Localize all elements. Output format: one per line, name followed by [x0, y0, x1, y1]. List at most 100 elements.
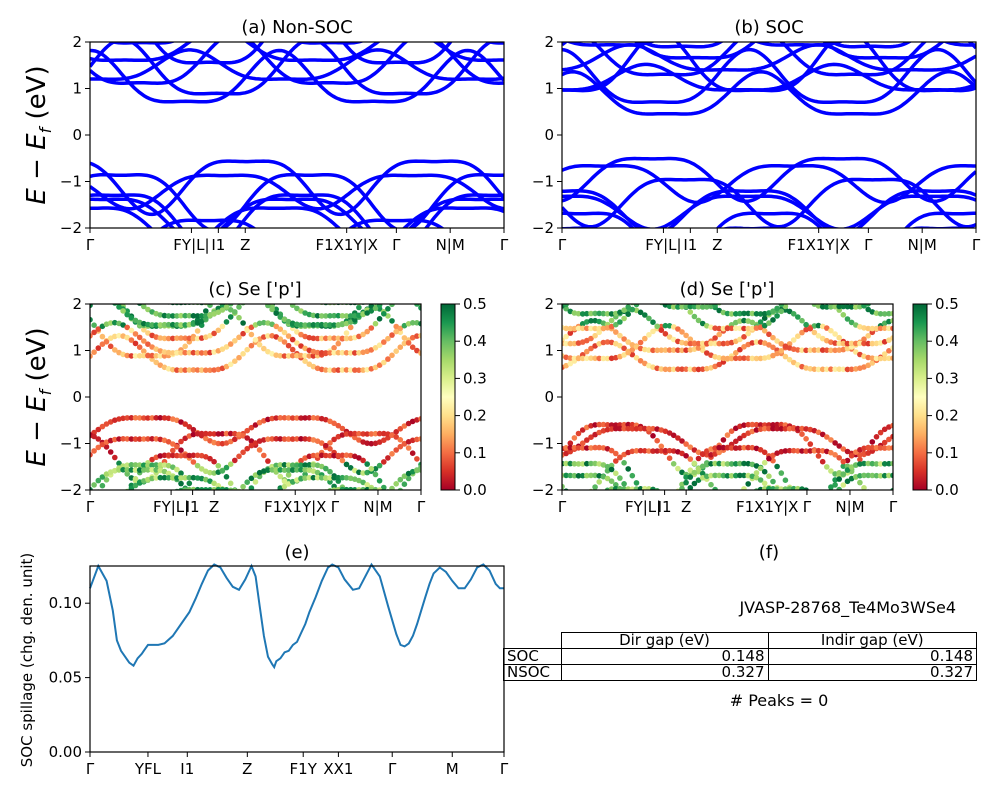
band-point	[716, 361, 722, 368]
band-point	[248, 475, 255, 482]
band-point	[588, 445, 594, 451]
band-point	[819, 304, 826, 310]
band-point	[314, 335, 321, 342]
band-point	[277, 415, 284, 421]
band-point	[757, 465, 764, 472]
band-point	[207, 469, 213, 476]
band-point	[203, 487, 209, 490]
band-point	[575, 340, 582, 346]
band-point	[568, 242, 574, 248]
band-point	[116, 265, 122, 271]
band-point	[608, 339, 615, 346]
band-point	[157, 453, 164, 459]
band-point	[604, 311, 611, 317]
band-point	[799, 347, 805, 354]
band-point	[194, 313, 201, 319]
band-point	[646, 448, 652, 454]
band-point	[588, 272, 594, 278]
band-point	[778, 348, 785, 354]
band-point	[708, 526, 714, 532]
band-point	[617, 485, 623, 490]
x-tick-label: N|M	[436, 236, 465, 254]
band-point	[339, 457, 346, 464]
band-point	[331, 312, 337, 319]
band-point	[252, 337, 259, 343]
band-point	[223, 464, 230, 471]
band-point	[675, 511, 681, 517]
band-point	[132, 353, 139, 359]
band-point	[878, 542, 884, 548]
band-point	[654, 323, 660, 330]
band-point	[683, 366, 689, 373]
band-point	[795, 425, 801, 432]
band-point	[857, 241, 863, 247]
band-point	[182, 322, 188, 328]
band-point	[629, 306, 636, 313]
band-point	[783, 288, 789, 294]
x-tick-label: Γ	[864, 236, 873, 254]
title-f: (f)	[759, 542, 779, 563]
band-point	[414, 436, 420, 443]
band-point	[716, 491, 722, 497]
band-point	[874, 529, 880, 535]
band-point	[861, 460, 867, 467]
band-point	[691, 340, 698, 347]
band-point	[356, 524, 362, 530]
band-point	[791, 288, 797, 294]
band-point	[881, 472, 888, 479]
band-point	[601, 276, 607, 282]
band-point	[289, 467, 296, 473]
band-point	[91, 288, 97, 294]
band-point	[807, 366, 814, 372]
band-point	[625, 466, 631, 472]
band-point	[393, 277, 399, 283]
band-point	[133, 276, 139, 282]
band-point	[128, 485, 135, 490]
band-point	[198, 367, 205, 373]
band-point	[107, 449, 114, 455]
x-tick-label: FY|L|	[625, 498, 661, 516]
band-point	[344, 498, 350, 504]
band-point	[352, 506, 358, 512]
band-point	[285, 415, 292, 421]
band-point	[236, 268, 242, 274]
band-point	[414, 265, 420, 271]
band-point	[816, 282, 822, 288]
band-point	[721, 533, 727, 539]
band-point	[808, 298, 814, 304]
band-point	[696, 266, 702, 272]
band-point	[368, 304, 375, 309]
band-point	[389, 281, 395, 287]
band-point	[410, 496, 416, 502]
band-point	[791, 491, 797, 497]
band-point	[824, 491, 830, 497]
band-point	[289, 478, 296, 485]
band-point	[853, 340, 859, 347]
band-point	[186, 474, 193, 481]
band-point	[783, 295, 789, 301]
band-point	[343, 431, 350, 437]
band-point	[721, 542, 727, 548]
band-point	[650, 486, 656, 490]
band-point	[294, 436, 300, 442]
band-point	[575, 461, 582, 467]
band-point	[687, 336, 694, 343]
band-point	[90, 316, 93, 323]
colorbar-tick-label: 0.3	[935, 369, 959, 387]
band-point	[869, 460, 876, 467]
band-point	[584, 266, 590, 272]
band-point	[273, 490, 279, 496]
band-point	[90, 452, 93, 458]
band-point	[289, 346, 296, 353]
band-point	[629, 486, 636, 490]
band-point	[774, 247, 780, 253]
band-point	[336, 519, 342, 525]
band-point	[220, 516, 226, 522]
band-point	[807, 448, 814, 454]
band-point	[178, 447, 184, 454]
band-point	[695, 304, 702, 310]
band-point	[376, 362, 383, 369]
band-point	[153, 359, 159, 366]
band-point	[712, 335, 718, 341]
band-point	[216, 519, 222, 525]
